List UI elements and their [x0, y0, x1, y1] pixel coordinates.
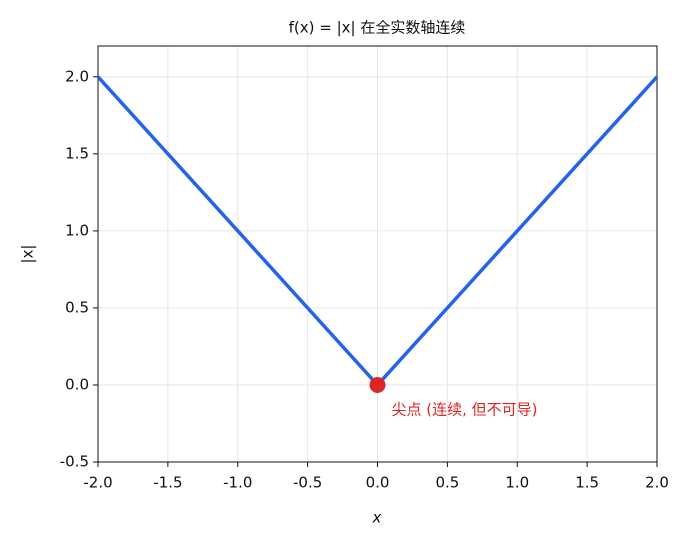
- x-tick-label: -1.5: [153, 474, 182, 492]
- y-tick-label: 1.5: [65, 144, 89, 162]
- y-tick-label: -0.5: [60, 453, 89, 471]
- annotation: 尖点 (连续, 但不可导): [392, 400, 538, 418]
- plot-frame: [97, 45, 658, 463]
- x-tick-label: 1.0: [505, 474, 529, 492]
- x-tick-label: 2.0: [645, 474, 669, 492]
- y-tick-label: 2.0: [65, 67, 89, 85]
- x-tick-label: -2.0: [83, 474, 112, 492]
- x-tick-label: -0.5: [293, 474, 322, 492]
- cusp-point: [369, 376, 386, 393]
- y-tick-label: 0.0: [65, 375, 89, 393]
- x-tick-label: 0.5: [435, 474, 459, 492]
- x-tick-label: -1.0: [223, 474, 252, 492]
- y-tick-label: 1.0: [65, 221, 89, 239]
- y-axis-label: |x|: [19, 245, 37, 264]
- x-tick-label: 0.0: [366, 474, 390, 492]
- x-axis-label: x: [372, 509, 382, 527]
- x-tick-label: 1.5: [575, 474, 599, 492]
- y-tick-label: 0.5: [65, 298, 89, 316]
- chart-title: f(x) = |x| 在全实数轴连续: [289, 19, 466, 37]
